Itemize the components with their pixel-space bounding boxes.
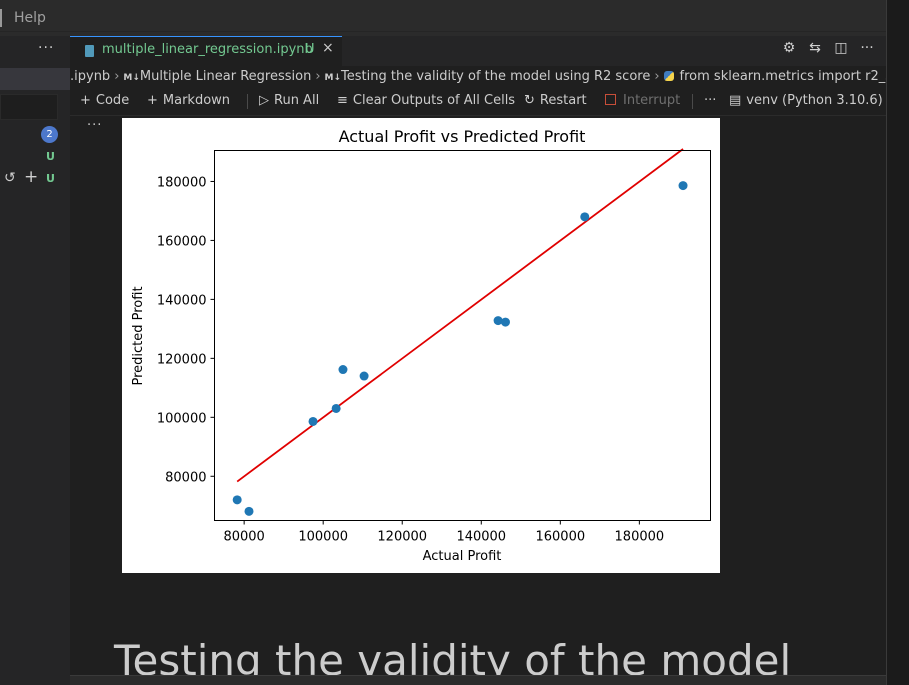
breadcrumb-file[interactable]: .ipynb: [70, 69, 111, 84]
kernel-label: venv (Python 3.10.6): [746, 93, 883, 108]
split-editor-icon[interactable]: ◫: [834, 40, 848, 56]
clear-all-icon: ≡: [337, 93, 348, 108]
untracked-status: U: [46, 150, 55, 163]
x-axis-label: Actual Profit: [423, 549, 502, 564]
breadcrumb: .ipynb › M↓Multiple Linear Regression › M↓Te…: [70, 66, 886, 88]
run-all-button[interactable]: ▷ Run All: [259, 93, 319, 108]
kernel-icon: ▤: [729, 93, 742, 108]
sidebar-file-row[interactable]: ↺ + U: [0, 167, 70, 190]
untracked-status: U: [46, 172, 55, 185]
data-point: [331, 403, 341, 413]
sidebar-more-button[interactable]: ···: [38, 40, 55, 56]
plus-icon: +: [147, 93, 158, 108]
editor-tab-bar: multiple_linear_regression.ipynb U × ⚙ ⇆ ◫…: [70, 36, 886, 66]
bottom-panel-edge: [70, 675, 886, 685]
stage-changes-icon[interactable]: +: [24, 167, 39, 187]
restart-button[interactable]: ↻ Restart: [524, 93, 587, 108]
add-markdown-label: Markdown: [162, 93, 231, 108]
chevron-right-icon: ›: [114, 69, 120, 84]
data-point: [678, 181, 688, 191]
add-markdown-button[interactable]: + Markdown: [147, 93, 230, 108]
plus-icon: +: [80, 93, 91, 108]
y-tick-label: 140000: [157, 293, 207, 308]
gear-icon[interactable]: ⚙: [782, 40, 796, 56]
x-tick-label: 180000: [615, 530, 665, 545]
compare-icon[interactable]: ⇆: [809, 40, 821, 56]
x-tick-label: 120000: [377, 530, 427, 545]
interrupt-label: Interrupt: [623, 93, 681, 108]
toolbar-divider: [692, 94, 693, 109]
markdown-icon: M↓: [123, 73, 140, 83]
y-tick-label: 120000: [157, 352, 207, 367]
discard-changes-icon[interactable]: ↺: [4, 170, 16, 186]
restart-label: Restart: [539, 93, 587, 108]
breadcrumb-section-1[interactable]: Multiple Linear Regression: [139, 69, 312, 84]
data-point: [244, 506, 254, 516]
y-tick-label: 180000: [157, 175, 207, 190]
breadcrumb-section-2[interactable]: Testing the validity of the model using …: [341, 69, 651, 84]
interrupt-button[interactable]: Interrupt: [605, 93, 680, 108]
data-point: [232, 495, 242, 505]
sidebar: ··· 2 U ↺ + U: [0, 36, 70, 685]
markdown-icon: M↓: [324, 73, 342, 83]
chart-marks: 80000 100000 120000 140000 160000 180000 80000…: [157, 148, 688, 545]
tab-modified-status: U: [305, 42, 315, 57]
data-point: [493, 316, 503, 326]
run-all-icon: ▷: [259, 93, 269, 108]
data-point: [500, 317, 510, 327]
scatter-plot: Actual Profit vs Predicted Profit Actual…: [131, 127, 711, 564]
breadcrumb-code-cell[interactable]: from sklearn.metrics import r2_score: [679, 69, 886, 84]
x-tick-label: 80000: [223, 530, 264, 545]
notebook-file-icon: [85, 45, 94, 57]
x-tick-label: 160000: [535, 530, 585, 545]
toolbar-more-button[interactable]: ···: [704, 93, 717, 108]
add-code-button[interactable]: + Code: [80, 93, 129, 108]
toolbar-divider: [247, 94, 248, 109]
chevron-right-icon: ›: [315, 69, 321, 84]
notebook-toolbar: + Code + Markdown ▷ Run All ≡ Clear Outputs …: [70, 88, 886, 116]
python-icon: [663, 71, 674, 81]
clear-outputs-button[interactable]: ≡ Clear Outputs of All Cells: [337, 93, 515, 108]
sidebar-input[interactable]: [0, 94, 58, 120]
y-tick-label: 100000: [157, 411, 207, 426]
fit-line: [236, 148, 684, 483]
x-tick-label: 100000: [298, 530, 348, 545]
plot-frame: [214, 150, 711, 521]
output-more-button[interactable]: ···: [87, 118, 103, 133]
changes-count-badge: 2: [41, 126, 58, 143]
data-point: [580, 212, 590, 222]
minimap-strip: [886, 0, 909, 685]
kernel-picker[interactable]: ▤ venv (Python 3.10.6): [729, 93, 883, 108]
more-actions-icon[interactable]: ···: [860, 40, 874, 56]
restart-icon: ↻: [524, 93, 535, 108]
x-tick-label: 140000: [456, 530, 506, 545]
menu-divider: [0, 31, 886, 32]
stop-icon: [605, 94, 616, 105]
tab-notebook[interactable]: multiple_linear_regression.ipynb U ×: [70, 36, 342, 66]
tab-close-icon[interactable]: ×: [322, 40, 334, 56]
menu-help[interactable]: Help: [14, 10, 46, 26]
notebook-cell-area: ··· Actual Profit vs Predicted Profit Ac…: [70, 116, 886, 685]
add-code-label: Code: [95, 93, 130, 108]
y-axis-label: Predicted Profit: [131, 286, 146, 385]
tab-title: multiple_linear_regression.ipynb: [102, 42, 313, 57]
chevron-right-icon: ›: [654, 69, 660, 84]
run-all-label: Run All: [274, 93, 320, 108]
data-point: [338, 365, 348, 375]
clear-outputs-label: Clear Outputs of All Cells: [352, 93, 516, 108]
editor-actions: ⚙ ⇆ ◫ ···: [776, 40, 880, 56]
menu-bar: Help: [0, 0, 886, 36]
plot-output: Actual Profit vs Predicted Profit Actual…: [122, 118, 720, 573]
sidebar-selected-row[interactable]: [0, 68, 70, 90]
data-point: [359, 371, 369, 381]
y-tick-label: 160000: [157, 234, 207, 249]
y-tick-label: 80000: [165, 470, 206, 485]
menu-bar-edge: [0, 9, 2, 27]
data-point: [308, 416, 318, 426]
chart-title: Actual Profit vs Predicted Profit: [339, 127, 586, 146]
